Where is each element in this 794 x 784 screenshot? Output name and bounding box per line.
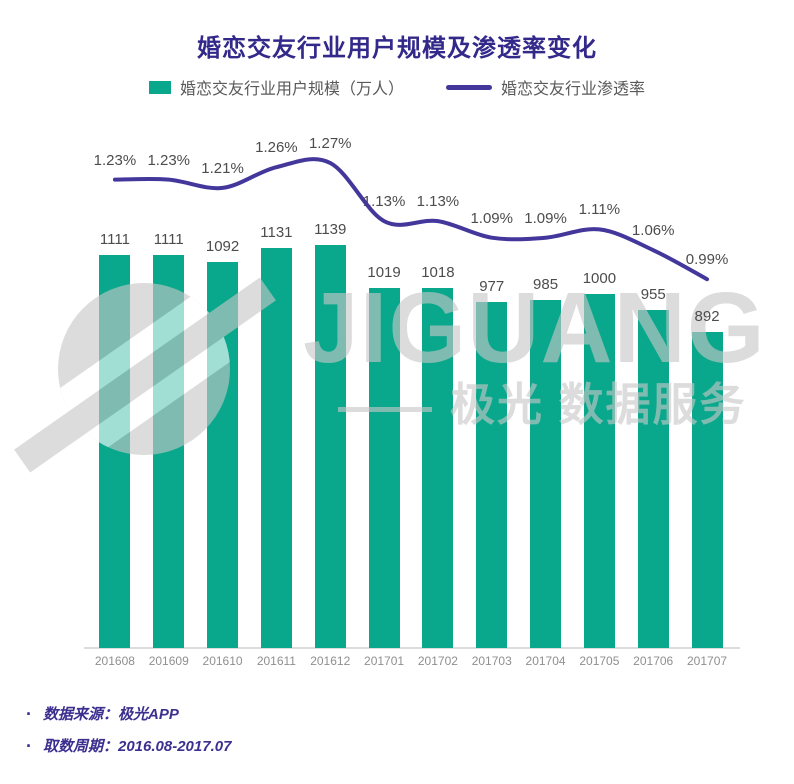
legend-line-swatch-icon (446, 84, 492, 90)
bar-201703 (476, 302, 507, 648)
x-axis-label: 201608 (94, 654, 135, 668)
bar-value-label: 1131 (260, 224, 293, 241)
penetration-label: 1.23% (147, 151, 191, 169)
bar-201707 (692, 332, 723, 648)
bar-value-label: 1018 (421, 264, 455, 281)
x-axis-label: 201610 (202, 654, 243, 668)
bar-201611 (261, 248, 292, 648)
bar-value-label: 1111 (99, 231, 130, 248)
legend: 婚恋交友行业用户规模（万人） 婚恋交友行业渗透率 (0, 75, 794, 99)
bar-201609 (153, 255, 184, 648)
legend-bar-swatch-icon (148, 80, 171, 94)
x-axis-label: 201612 (310, 654, 351, 668)
x-axis-label: 201701 (364, 654, 405, 668)
penetration-label: 1.26% (255, 139, 298, 157)
bar-201702 (422, 288, 453, 648)
bar-value-label: 1000 (582, 270, 617, 287)
chart-title: 婚恋交友行业用户规模及渗透率变化 (197, 35, 597, 62)
x-axis-label: 201703 (471, 654, 512, 668)
penetration-label: 1.06% (631, 222, 675, 240)
legend-item-user-scale: 婚恋交友行业用户规模（万人） (148, 75, 404, 99)
x-axis-label: 201702 (417, 654, 458, 668)
penetration-label: 0.99% (685, 251, 729, 269)
penetration-label: 1.11% (578, 201, 621, 219)
bar-value-label: 892 (694, 308, 720, 325)
footnotes: · 数据来源：极光APP · 取数周期：2016.08-2017.07 (26, 703, 231, 767)
x-axis-label: 201705 (579, 654, 620, 668)
bar-value-label: 955 (640, 286, 666, 303)
x-axis-label: 201704 (525, 654, 566, 668)
bar-value-label: 1019 (367, 264, 401, 281)
bullet-icon: · (26, 703, 32, 724)
penetration-label: 1.13% (416, 193, 460, 211)
bar-201610 (207, 262, 238, 648)
penetration-label: 1.09% (524, 209, 567, 227)
bar-value-label: 1092 (205, 238, 240, 255)
penetration-label: 1.23% (93, 151, 137, 169)
bar-value-label: 1139 (314, 221, 347, 238)
bar-value-label: 985 (533, 276, 559, 293)
penetration-label: 1.27% (308, 135, 352, 152)
penetration-label: 1.09% (470, 209, 513, 227)
penetration-label: 1.13% (362, 193, 406, 211)
x-axis-line (84, 647, 740, 649)
bar-201706 (638, 310, 669, 648)
bullet-icon: · (26, 735, 32, 756)
legend-label: 婚恋交友行业渗透率 (501, 81, 646, 98)
bar-201608 (99, 255, 130, 648)
x-axis-label: 201707 (687, 654, 728, 668)
legend-item-penetration: 婚恋交友行业渗透率 (446, 75, 645, 99)
footnote-label: 取数周期：2016.08-2017.07 (43, 738, 232, 755)
footnote-label: 数据来源：极光APP (43, 706, 179, 723)
bar-201612 (315, 245, 346, 648)
x-axis-label: 201706 (633, 654, 674, 668)
bar-201701 (369, 288, 400, 648)
footnote-period: · 取数周期：2016.08-2017.07 (26, 735, 231, 756)
penetration-label: 1.21% (201, 159, 244, 177)
footnote-data-source: · 数据来源：极光APP (26, 703, 231, 724)
x-axis-label: 201611 (256, 654, 296, 668)
legend-label: 婚恋交友行业用户规模（万人） (179, 81, 404, 98)
bar-value-label: 977 (479, 278, 505, 295)
bar-value-label: 1111 (153, 231, 184, 248)
bar-201705 (584, 294, 615, 648)
x-axis-label: 201609 (148, 654, 189, 668)
bar-201704 (530, 300, 561, 648)
